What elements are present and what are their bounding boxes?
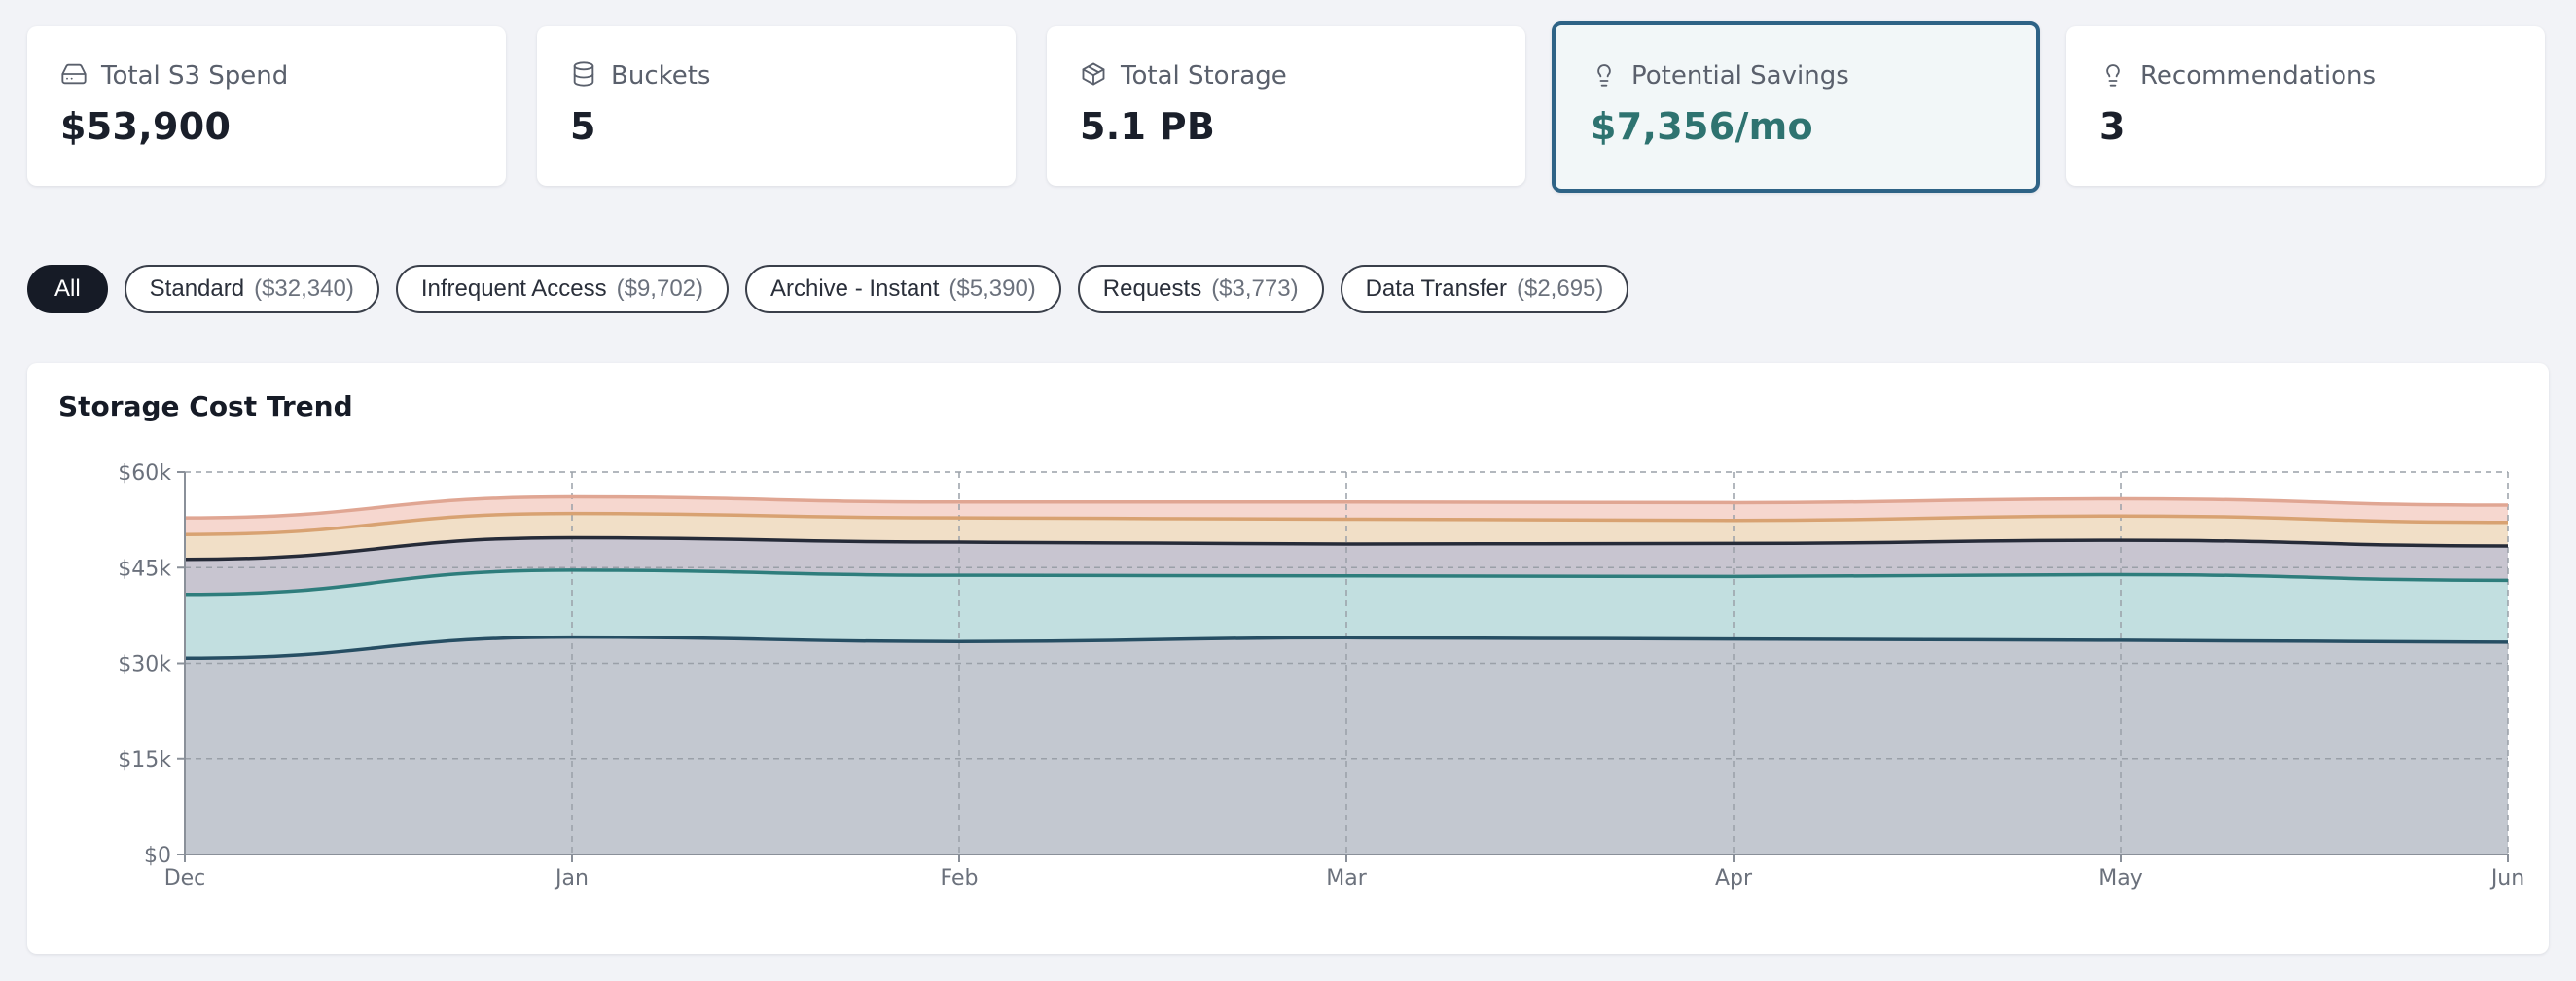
filter-chip-requests[interactable]: Requests ($3,773) xyxy=(1077,265,1324,313)
filter-chip-standard[interactable]: Standard ($32,340) xyxy=(124,265,379,313)
series-area-2 xyxy=(185,537,2508,595)
card-total-spend: Total S3 Spend $53,900 xyxy=(27,26,506,186)
chip-label: All xyxy=(54,275,81,302)
y-tick-label: $45k xyxy=(118,557,171,581)
card-potential-savings[interactable]: Potential Savings $7,356/mo xyxy=(1552,21,2040,193)
card-label: Potential Savings xyxy=(1631,61,1849,91)
y-tick-label: $60k xyxy=(118,461,171,486)
series-line-0 xyxy=(184,635,2509,661)
x-tick-label: Jan xyxy=(554,866,589,890)
box-icon xyxy=(1080,60,1107,91)
card-value: 5.1 PB xyxy=(1080,105,1216,148)
card-label: Total Storage xyxy=(1121,61,1287,91)
x-tick-label: Mar xyxy=(1326,866,1367,890)
database-icon xyxy=(570,60,597,91)
series-area-0 xyxy=(185,636,2508,854)
chip-amount: ($2,695) xyxy=(1516,275,1604,302)
chip-label: Standard xyxy=(149,275,245,302)
chip-amount: ($3,773) xyxy=(1211,275,1299,302)
card-total-storage: Total Storage 5.1 PB xyxy=(1047,26,1525,186)
chip-label: Infrequent Access xyxy=(420,275,607,302)
x-tick-label: Jun xyxy=(2489,866,2524,890)
card-label: Recommendations xyxy=(2140,61,2377,91)
storage-cost-trend-chart: $0 $15k $30k $45k $60k Dec Jan Feb Mar Apr May Jun xyxy=(118,461,2524,890)
cost-filter-chips: All Standard ($32,340) Infrequent Access… xyxy=(27,265,1629,313)
series-line-1 xyxy=(184,568,2509,597)
storage-cost-trend-panel: Storage Cost Trend $0 $15k $30k $45k $60k Dec… xyxy=(27,363,2549,954)
x-tick-label: Dec xyxy=(164,866,206,890)
chip-label: Requests xyxy=(1102,275,1202,302)
filter-chip-infrequent-access[interactable]: Infrequent Access ($9,702) xyxy=(395,265,729,313)
series-line-2 xyxy=(184,535,2509,562)
x-tick-label: May xyxy=(2098,866,2142,890)
card-value: 3 xyxy=(2099,105,2126,148)
filter-chip-data-transfer[interactable]: Data Transfer ($2,695) xyxy=(1340,265,1629,313)
series-line-3 xyxy=(184,511,2509,536)
card-value: $7,356/mo xyxy=(1591,105,1813,148)
y-tick-label: $30k xyxy=(118,653,171,677)
lightbulb-icon xyxy=(1591,60,1618,91)
x-tick-label: Apr xyxy=(1715,866,1753,890)
chart-title: Storage Cost Trend xyxy=(58,390,353,422)
card-label: Buckets xyxy=(611,61,711,91)
x-tick-label: Feb xyxy=(941,866,979,890)
card-recommendations[interactable]: Recommendations 3 xyxy=(2066,26,2545,186)
chip-amount: ($32,340) xyxy=(254,275,354,302)
card-buckets: Buckets 5 xyxy=(537,26,1016,186)
card-value: $53,900 xyxy=(60,105,232,148)
chip-amount: ($9,702) xyxy=(616,275,703,302)
summary-cards: Total S3 Spend $53,900 Buckets 5 Total S… xyxy=(27,21,2545,193)
chip-label: Archive - Instant xyxy=(770,275,940,302)
lightbulb-icon xyxy=(2099,60,2127,91)
series-line-4 xyxy=(184,494,2509,520)
hard-drive-icon xyxy=(60,60,88,91)
chip-amount: ($5,390) xyxy=(948,275,1036,302)
y-tick-label: $15k xyxy=(118,748,171,773)
card-label: Total S3 Spend xyxy=(101,61,289,91)
card-value: 5 xyxy=(570,105,596,148)
filter-chip-archive-instant[interactable]: Archive - Instant ($5,390) xyxy=(745,265,1061,313)
filter-chip-all[interactable]: All xyxy=(27,265,108,313)
y-tick-label: $0 xyxy=(144,844,171,868)
chip-label: Data Transfer xyxy=(1365,275,1507,302)
